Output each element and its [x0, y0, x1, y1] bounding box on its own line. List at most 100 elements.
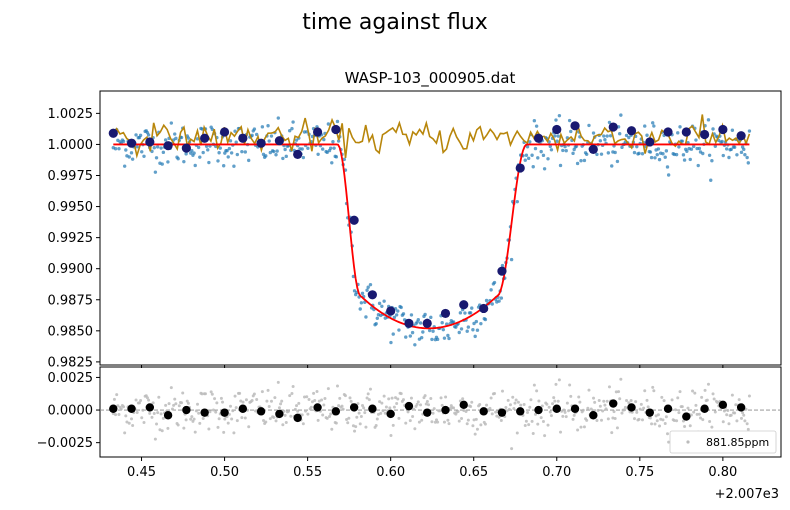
raw-flux-point	[218, 146, 222, 150]
raw-flux-point	[358, 307, 362, 311]
raw-residual-point	[655, 419, 659, 423]
raw-residual-point	[713, 410, 717, 414]
raw-residual-point	[264, 420, 268, 424]
raw-residual-point	[213, 397, 217, 401]
y-tick-label: 0.9900	[48, 262, 94, 277]
binned-residual-point	[386, 409, 395, 419]
y-tick-label: 1.0000	[48, 138, 94, 153]
raw-residual-point	[280, 399, 284, 403]
raw-flux-point	[531, 165, 535, 169]
raw-flux-point	[645, 133, 649, 137]
binned-residual-point	[368, 404, 377, 413]
raw-flux-point	[272, 149, 276, 154]
raw-residual-point	[341, 407, 345, 411]
raw-residual-point	[700, 395, 704, 399]
top-panel-title: WASP-103_000905.dat	[345, 69, 516, 88]
raw-residual-point	[536, 422, 540, 426]
raw-flux-point	[375, 316, 380, 321]
raw-residual-point	[553, 399, 557, 403]
raw-residual-point	[618, 397, 622, 401]
raw-flux-point	[536, 156, 540, 160]
raw-residual-point	[660, 395, 664, 399]
raw-flux-point	[466, 325, 471, 329]
raw-flux-point	[608, 134, 613, 138]
raw-residual-point	[444, 395, 448, 399]
raw-flux-point	[163, 138, 168, 142]
raw-flux-point	[401, 312, 406, 316]
raw-residual-point	[379, 411, 383, 415]
raw-residual-point	[576, 428, 580, 432]
raw-flux-point	[274, 153, 278, 157]
raw-residual-point	[300, 413, 304, 417]
raw-residual-point	[368, 387, 372, 391]
raw-flux-point	[554, 118, 558, 122]
raw-residual-point	[457, 419, 461, 423]
raw-residual-point	[382, 394, 386, 398]
raw-residual-point	[334, 421, 338, 425]
raw-flux-point	[254, 132, 259, 137]
raw-flux-point	[416, 318, 420, 322]
raw-flux-point	[696, 163, 700, 168]
raw-flux-point	[648, 150, 653, 154]
raw-residual-point	[648, 416, 652, 420]
raw-flux-point	[677, 145, 681, 149]
raw-residual-point	[317, 399, 321, 403]
raw-residual-point	[326, 387, 330, 391]
raw-residual-point	[602, 399, 606, 403]
raw-residual-point	[638, 407, 642, 411]
raw-residual-point	[359, 415, 363, 419]
raw-flux-point	[408, 334, 413, 338]
raw-residual-point	[743, 419, 747, 423]
binned-flux-point	[626, 126, 637, 136]
raw-residual-point	[408, 419, 412, 423]
raw-residual-point	[617, 390, 621, 394]
raw-residual-point	[151, 401, 155, 405]
raw-flux-point	[368, 282, 373, 287]
raw-flux-point	[479, 321, 483, 326]
raw-residual-point	[153, 437, 157, 441]
raw-flux-point	[475, 328, 480, 332]
raw-flux-point	[637, 151, 641, 156]
raw-residual-point	[135, 411, 139, 415]
model-line	[113, 143, 750, 330]
raw-residual-point	[277, 406, 281, 410]
raw-flux-point	[184, 152, 188, 156]
raw-residual-point	[139, 399, 143, 402]
raw-flux-point	[268, 150, 273, 155]
raw-flux-point	[134, 133, 138, 137]
raw-residual-point	[288, 394, 292, 398]
raw-residual-point	[681, 419, 685, 423]
raw-residual-point	[304, 409, 308, 413]
raw-residual-point	[404, 421, 408, 425]
raw-flux-point	[217, 151, 221, 155]
raw-flux-point	[394, 313, 399, 317]
raw-residual-point	[291, 385, 295, 389]
raw-flux-point	[331, 140, 335, 144]
raw-residual-point	[686, 406, 690, 410]
raw-residual-point	[661, 418, 665, 422]
raw-flux-point	[747, 129, 752, 133]
raw-residual-point	[367, 398, 371, 402]
raw-residual-point	[612, 410, 616, 414]
raw-flux-point	[655, 152, 659, 157]
raw-flux-point	[613, 150, 617, 155]
raw-residual-point	[560, 409, 564, 413]
raw-flux-point	[366, 285, 370, 289]
raw-flux-point	[429, 315, 433, 320]
binned-flux-point	[200, 133, 210, 143]
binned-flux-point	[663, 127, 673, 137]
raw-residual-point	[712, 397, 716, 401]
raw-flux-point	[322, 137, 326, 142]
raw-residual-point	[670, 398, 674, 402]
raw-flux-point	[713, 144, 717, 148]
raw-residual-point	[137, 401, 141, 405]
raw-residual-point	[198, 421, 202, 425]
raw-flux-point	[326, 122, 331, 126]
raw-residual-point	[548, 410, 552, 414]
raw-residual-point	[746, 427, 750, 431]
raw-residual-point	[646, 405, 650, 409]
raw-flux-point	[266, 124, 270, 128]
raw-residual-point	[613, 416, 617, 420]
raw-residual-point	[603, 403, 607, 407]
raw-residual-point	[543, 434, 547, 438]
